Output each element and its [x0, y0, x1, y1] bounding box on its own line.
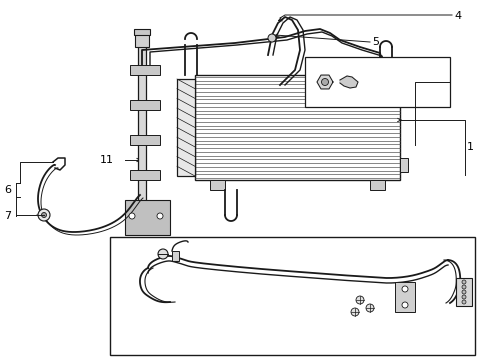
- Bar: [399, 83, 407, 97]
- Bar: [138, 45, 146, 230]
- Bar: [305, 57, 449, 107]
- Text: 1: 1: [466, 142, 473, 152]
- Bar: [125, 200, 170, 235]
- Text: 7: 7: [4, 211, 11, 221]
- Text: 4: 4: [453, 11, 460, 21]
- Circle shape: [129, 213, 135, 219]
- Bar: [172, 251, 179, 261]
- Bar: [209, 180, 224, 190]
- Circle shape: [355, 296, 363, 304]
- Circle shape: [321, 78, 328, 86]
- Bar: [369, 180, 384, 190]
- Bar: [177, 79, 195, 176]
- Bar: [394, 282, 414, 312]
- Text: 6: 6: [4, 185, 11, 195]
- Bar: [195, 75, 399, 180]
- Circle shape: [157, 213, 163, 219]
- Bar: [134, 29, 150, 35]
- Circle shape: [365, 304, 373, 312]
- Circle shape: [38, 209, 50, 221]
- Bar: [130, 65, 160, 75]
- Polygon shape: [316, 75, 332, 89]
- Circle shape: [401, 286, 407, 292]
- Text: 10: 10: [134, 247, 148, 257]
- Circle shape: [350, 308, 358, 316]
- Bar: [399, 158, 407, 172]
- Bar: [110, 237, 474, 355]
- Bar: [130, 170, 160, 180]
- Bar: [455, 278, 471, 306]
- Text: 3: 3: [361, 78, 368, 88]
- Text: 11: 11: [100, 155, 114, 165]
- Text: 9: 9: [455, 269, 462, 279]
- Bar: [130, 100, 160, 110]
- Circle shape: [461, 290, 465, 294]
- Text: 2: 2: [416, 75, 423, 85]
- Bar: [135, 33, 149, 47]
- Text: 8: 8: [114, 291, 121, 301]
- Circle shape: [41, 212, 46, 217]
- Text: 5: 5: [371, 37, 378, 47]
- Bar: [130, 135, 160, 145]
- Circle shape: [267, 34, 275, 42]
- Circle shape: [401, 302, 407, 308]
- Circle shape: [461, 285, 465, 289]
- Circle shape: [461, 300, 465, 304]
- Polygon shape: [339, 76, 357, 88]
- Circle shape: [158, 249, 168, 259]
- Circle shape: [461, 295, 465, 299]
- Circle shape: [461, 280, 465, 284]
